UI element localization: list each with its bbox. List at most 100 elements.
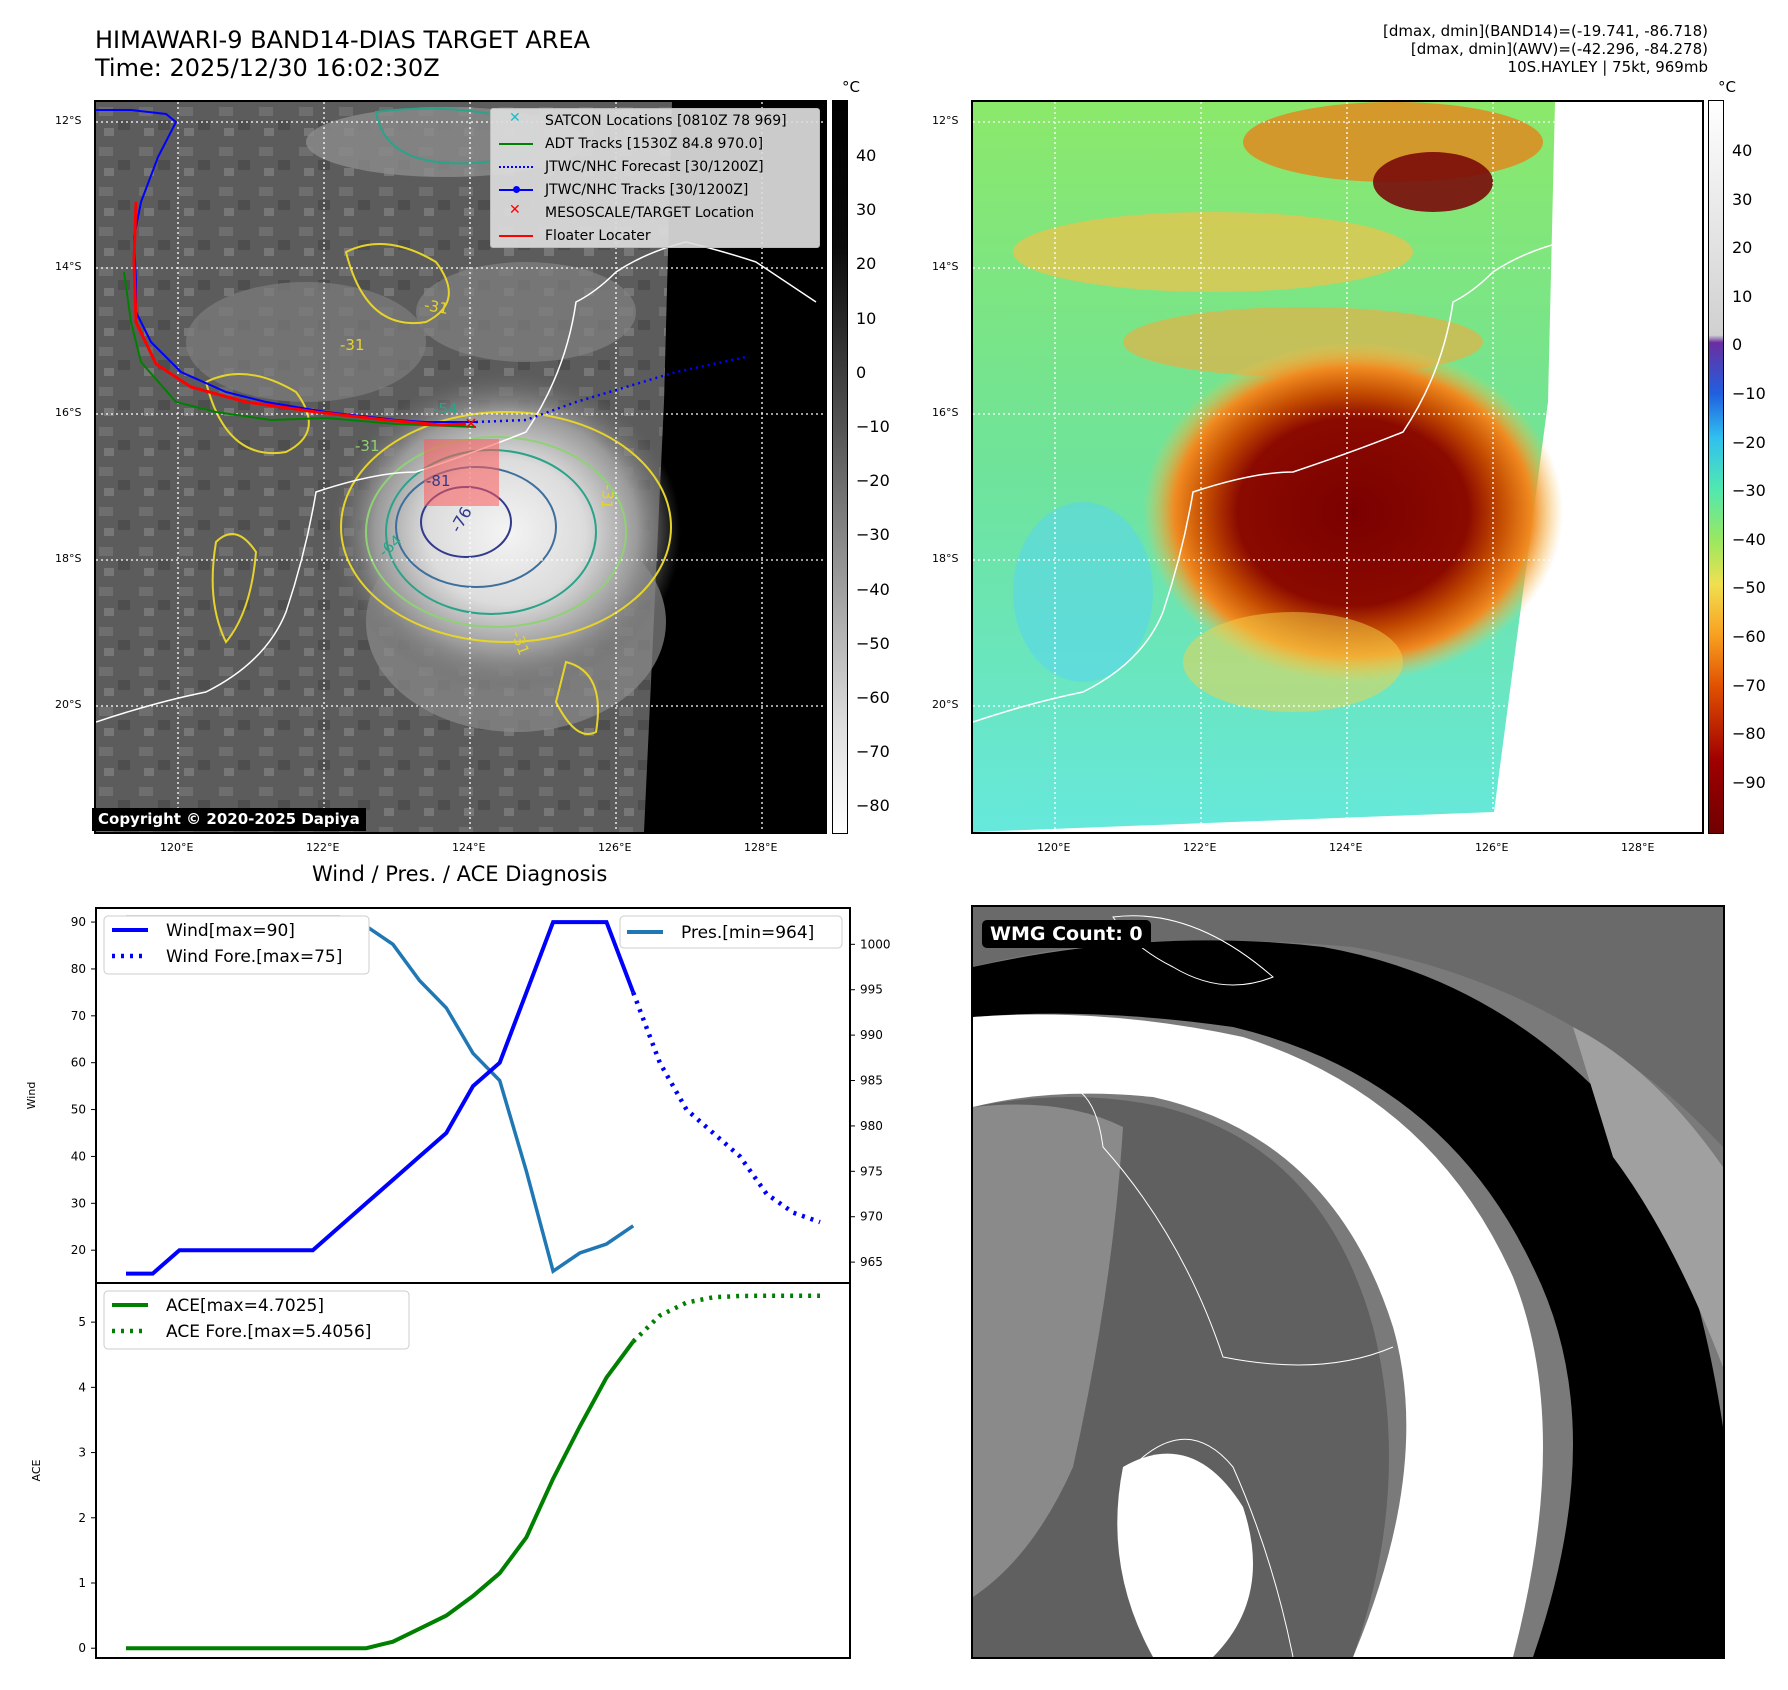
- awv-map-svg: [973, 102, 1702, 832]
- lon-label: 128°E: [1621, 841, 1655, 854]
- floater-locater: [132, 201, 467, 427]
- pressure-ytick-label: 970: [860, 1210, 883, 1224]
- legend-jtwc-tracks: JTWC/NHC Tracks [30/1200Z]: [491, 178, 819, 201]
- wind-forecast-line: [631, 991, 821, 1225]
- colorbar-tick-label: −60: [856, 688, 890, 707]
- wind-ytick-label: 20: [71, 1243, 86, 1257]
- title-line-1: HIMAWARI-9 BAND14-DIAS TARGET AREA: [95, 26, 591, 54]
- wind-ytick-label: 60: [71, 1056, 86, 1070]
- colorbar-tick-label: −30: [1732, 481, 1766, 501]
- diagnosis-plot: 2030405060708090965970975980985990995100…: [25, 907, 891, 1659]
- lon-label: 124°E: [1329, 841, 1363, 854]
- ace-axes-frame: [95, 1282, 851, 1659]
- map-legend: ✕ SATCON Locations [0810Z 78 969] ADT Tra…: [490, 108, 820, 248]
- pressure-ytick-label: 980: [860, 1119, 883, 1133]
- lon-label: 124°E: [452, 841, 486, 854]
- colorbar-tick-label: −70: [856, 742, 890, 762]
- awv-color-map: [971, 100, 1704, 834]
- wind-legend-box: [103, 915, 370, 975]
- colorbar-tick-label: −40: [1732, 529, 1766, 549]
- pressure-ytick-label: 1000: [860, 937, 891, 951]
- ace-ytick-label: 4: [78, 1380, 86, 1394]
- lon-label: 128°E: [744, 841, 778, 854]
- dotted-line-icon: [499, 161, 533, 173]
- colorbar-tick-label: −50: [1732, 578, 1766, 598]
- wind-line: [126, 920, 636, 1276]
- ace-legend-box: [103, 1290, 410, 1350]
- lon-label: 122°E: [1183, 841, 1217, 854]
- storm-summary: 10S.HAYLEY | 75kt, 969mb: [1507, 58, 1708, 76]
- ir-map-svg: ✕: [96, 102, 825, 832]
- lat-label: 16°S: [932, 406, 959, 419]
- colorbar-tick-label: −20: [1732, 432, 1766, 452]
- pressure-ytick-label: 985: [860, 1074, 883, 1088]
- storm-cold-core: [1143, 342, 1563, 682]
- wmg-svg: [973, 907, 1723, 1657]
- band14-range: [dmax, dmin](BAND14)=(-19.741, -86.718): [1383, 22, 1708, 40]
- pressure-legend-label: Pres.[min=964]: [681, 923, 814, 943]
- colorbar-tick-label: −50: [856, 633, 890, 653]
- svg-text:✕: ✕: [464, 414, 477, 433]
- colorbar-tick-label: −30: [856, 525, 890, 545]
- lat-label: 20°S: [932, 698, 959, 711]
- lat-label: 12°S: [932, 114, 959, 127]
- colorbar-tick-label: 20: [856, 254, 877, 274]
- colorbar-tick-label: 0: [1732, 335, 1743, 355]
- x-marker-icon: ✕: [509, 109, 521, 126]
- colorbar-tick-label: 40: [1732, 141, 1753, 160]
- colorbar-unit: °C: [1718, 78, 1736, 96]
- wind-legend-label: Wind[max=90]: [166, 921, 295, 941]
- lon-label: 126°E: [598, 841, 632, 854]
- colorbar-tick-label: −20: [856, 471, 890, 491]
- pressure-ytick-label: 965: [860, 1255, 883, 1269]
- lon-label: 122°E: [306, 841, 340, 854]
- lat-label: 14°S: [932, 260, 959, 273]
- ace-line: [126, 1340, 635, 1651]
- colorbar-tick-label: −80: [1732, 724, 1766, 744]
- legend-target: ✕ MESOSCALE/TARGET Location: [491, 201, 819, 224]
- contour-label: -31: [597, 484, 618, 510]
- pressure-ytick-label: 995: [860, 983, 883, 997]
- colorbar-tick-label: −60: [1732, 627, 1766, 646]
- diagnosis-title: Wind / Pres. / ACE Diagnosis: [312, 862, 608, 886]
- grayscale-colorbar: [832, 100, 848, 834]
- colorbar-tick-label: −10: [856, 417, 890, 436]
- colorbar-tick-label: −80: [856, 796, 890, 816]
- ace-ytick-label: 0: [78, 1641, 86, 1655]
- wind-ytick-label: 80: [71, 962, 86, 976]
- colorbar-tick-label: 30: [856, 200, 877, 220]
- colorbar-tick-label: 10: [856, 308, 877, 328]
- contour-label: -81: [426, 472, 451, 490]
- contour-label: -31: [340, 336, 365, 354]
- colorbar-tick-label: 30: [1732, 189, 1753, 209]
- pressure-ytick-label: 975: [860, 1164, 883, 1178]
- wind-ytick-label: 30: [71, 1196, 86, 1210]
- lat-label: 18°S: [932, 552, 959, 565]
- ace-ytick-label: 3: [78, 1446, 86, 1460]
- wind-axis-label: Wind: [25, 1082, 38, 1110]
- legend-jtwc-forecast: JTWC/NHC Forecast [30/1200Z]: [491, 155, 819, 178]
- colorbar-tick-label: −40: [856, 579, 890, 599]
- lat-label: 16°S: [55, 406, 82, 419]
- ace-axis-label: ACE: [30, 1459, 43, 1481]
- legend-floater: Floater Locater: [491, 224, 819, 247]
- wind-forecast-legend-label: Wind Fore.[max=75]: [166, 947, 342, 967]
- ace-legend-label: ACE[max=4.7025]: [166, 1296, 324, 1316]
- ace-ytick-label: 5: [78, 1315, 86, 1329]
- colorbar-tick-label: 0: [856, 362, 867, 382]
- lon-label: 126°E: [1475, 841, 1509, 854]
- pressure-legend-box: [619, 915, 843, 949]
- lon-label: 120°E: [1037, 841, 1071, 854]
- coastline: [973, 241, 1564, 723]
- legend-satcon: ✕ SATCON Locations [0810Z 78 969]: [491, 109, 819, 132]
- figure-title: HIMAWARI-9 BAND14-DIAS TARGET AREA Time: …: [95, 26, 590, 82]
- lon-label: 120°E: [160, 841, 194, 854]
- colorbar-tick-label: 40: [856, 146, 877, 165]
- wmg-panel: [971, 905, 1725, 1659]
- awv-range: [dmax, dmin](AWV)=(-42.296, -84.278): [1410, 40, 1708, 58]
- colorbar-tick-label: −90: [1732, 772, 1766, 792]
- legend-adt: ADT Tracks [1530Z 84.8 970.0]: [491, 132, 819, 155]
- storm-core: [331, 372, 681, 692]
- wmg-count-badge: WMG Count: 0: [982, 920, 1151, 948]
- lat-label: 20°S: [55, 698, 82, 711]
